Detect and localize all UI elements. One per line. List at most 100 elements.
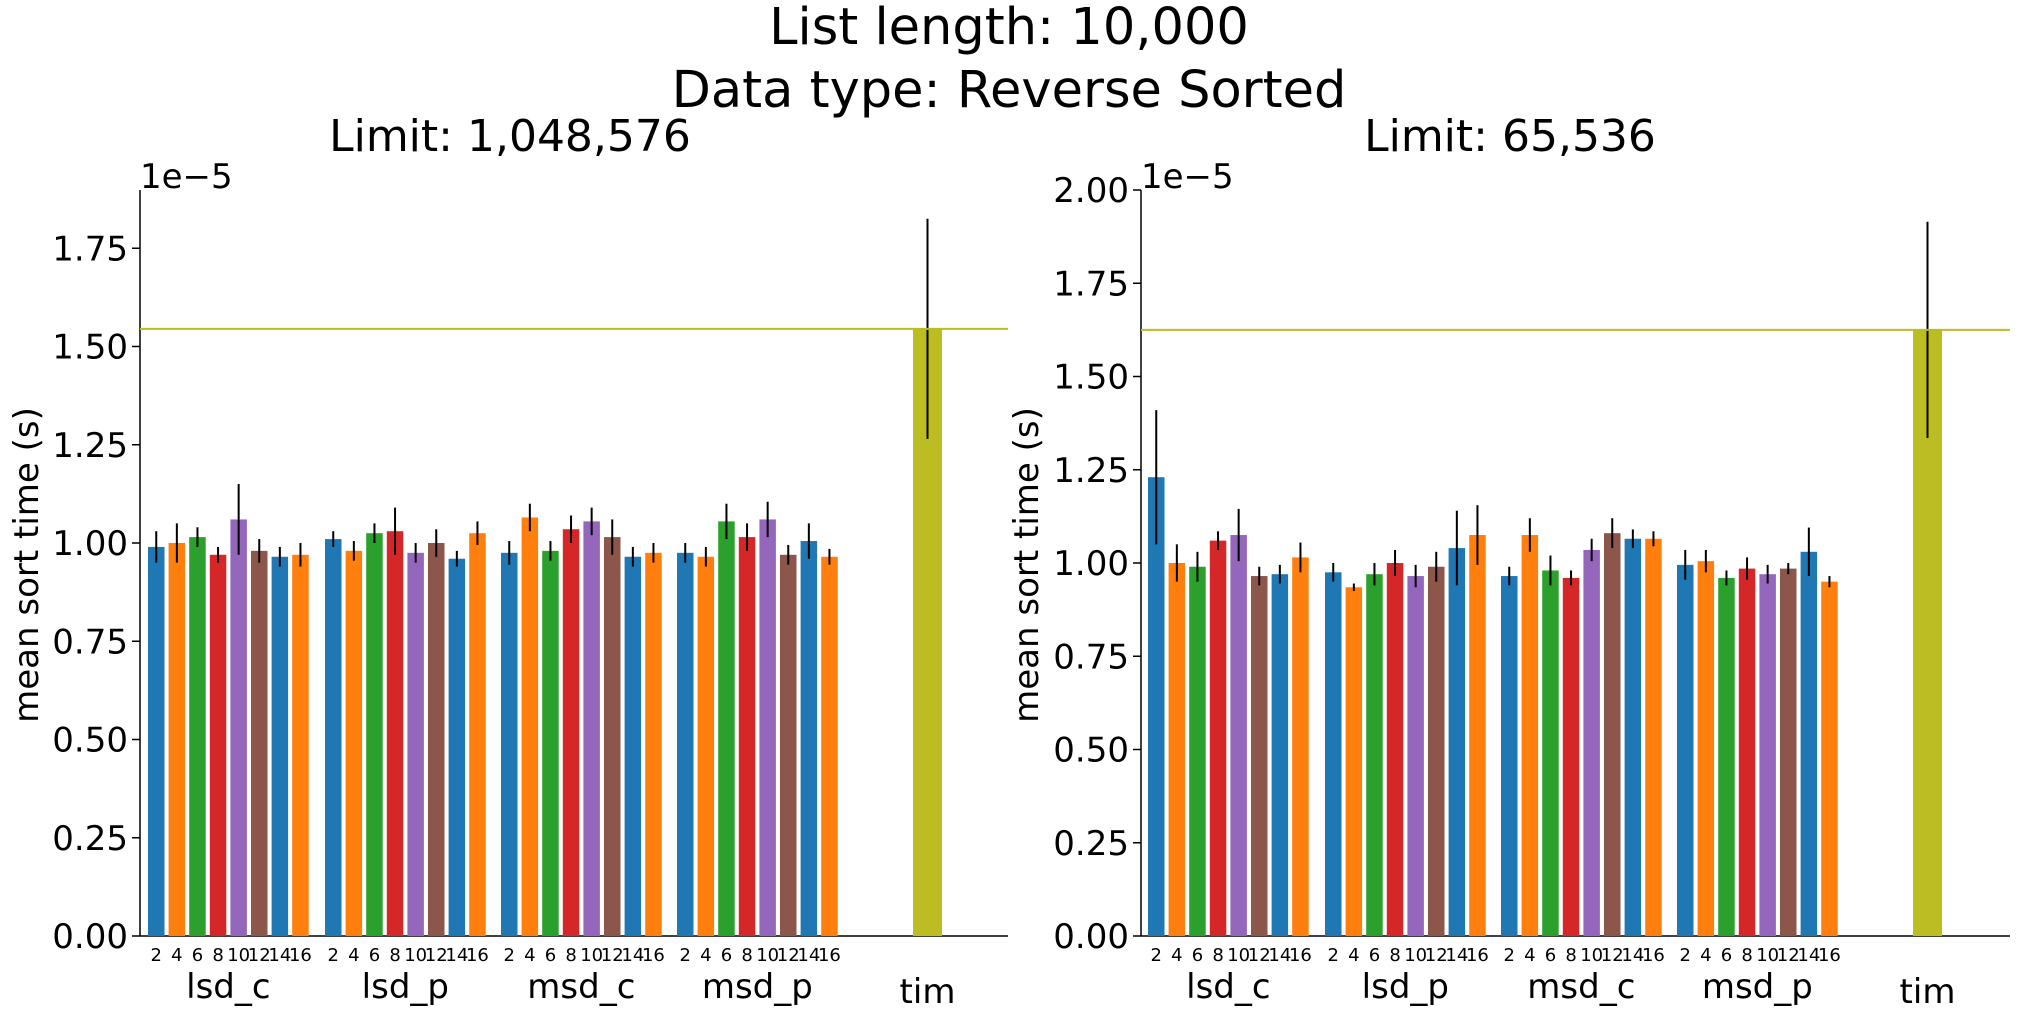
bar <box>800 541 818 936</box>
bar <box>1521 535 1539 936</box>
subcategory-tick-label: 8 <box>1741 945 1752 966</box>
bar <box>271 556 289 936</box>
bar <box>1738 568 1756 936</box>
y-tick-label: 1.75 <box>1053 264 1129 304</box>
bar <box>645 552 662 936</box>
subcategory-tick-label: 14 <box>621 945 644 966</box>
subcategory-tick-label: 8 <box>1565 945 1576 966</box>
subcategory-tick-label: 6 <box>1192 945 1203 966</box>
y-tick-label: 1.50 <box>52 328 128 368</box>
subcategory-tick-label: 10 <box>1580 945 1603 966</box>
bar <box>501 552 518 936</box>
y-tick-label: 0.00 <box>1053 917 1129 957</box>
bar <box>1780 568 1797 936</box>
group-label: lsd_p <box>1362 967 1449 1007</box>
subcategory-tick-label: 6 <box>1369 945 1380 966</box>
subcategory-tick-label: 6 <box>192 945 203 966</box>
y-tick-label: 1.25 <box>1053 451 1129 491</box>
bar <box>1407 576 1424 936</box>
group-label: msd_c <box>1527 967 1635 1007</box>
subcategory-tick-label: 10 <box>404 945 427 966</box>
bar <box>738 537 756 936</box>
y-tick-label: 1.00 <box>1053 544 1129 584</box>
subcategory-tick-label: 14 <box>797 945 820 966</box>
subcategory-tick-label: 4 <box>1700 945 1711 966</box>
subcategory-tick-label: 10 <box>1756 945 1779 966</box>
subcategory-tick-label: 16 <box>1289 945 1312 966</box>
bar <box>1189 566 1206 936</box>
subcategory-tick-label: 8 <box>1389 945 1400 966</box>
bar <box>345 550 363 936</box>
bar <box>1624 538 1642 936</box>
bar <box>1230 535 1247 936</box>
bar <box>718 521 735 936</box>
subcategory-tick-label: 8 <box>565 945 576 966</box>
bar <box>189 537 206 936</box>
bar <box>366 533 383 936</box>
y-tick-label: 0.00 <box>52 917 128 957</box>
y-tick-label: 2.00 <box>1053 171 1129 211</box>
y-tick-label: 0.75 <box>52 622 128 662</box>
subcategory-tick-label: 16 <box>642 945 665 966</box>
subcategory-tick-label: 16 <box>1642 945 1665 966</box>
chart-panel-left: Limit: 1,048,576 1e−5 mean sort time (s)… <box>7 111 1008 1012</box>
chart-title: Limit: 65,536 <box>1364 111 1656 162</box>
bar <box>1821 581 1838 936</box>
subcategory-tick-label: 16 <box>1818 945 1841 966</box>
bar <box>1209 540 1227 936</box>
bar <box>1583 549 1600 936</box>
y-tick-label: 0.50 <box>52 721 128 761</box>
y-axis-label: mean sort time (s) <box>7 407 47 723</box>
subcategory-tick-label: 2 <box>1504 945 1515 966</box>
figure-title-line-2: Data type: Reverse Sorted <box>672 61 1347 120</box>
bar <box>1469 535 1486 936</box>
bar <box>386 531 404 936</box>
bar <box>148 546 165 936</box>
bar <box>448 558 466 936</box>
bar <box>1562 577 1580 936</box>
subcategory-tick-label: 6 <box>1545 945 1556 966</box>
bar <box>1645 538 1662 936</box>
subcategory-tick-label: 4 <box>1524 945 1535 966</box>
bar <box>1542 570 1559 936</box>
subcategory-tick-label: 12 <box>248 945 271 966</box>
subcategory-tick-label: 16 <box>818 945 841 966</box>
bar <box>1718 577 1735 936</box>
group-label: msd_p <box>1702 967 1813 1007</box>
subcategory-tick-label: 4 <box>348 945 359 966</box>
bar <box>469 533 486 936</box>
bar <box>1148 477 1165 936</box>
bar <box>325 539 342 936</box>
subcategory-tick-label: 14 <box>268 945 291 966</box>
bar <box>1251 576 1268 936</box>
y-tick-label: 0.50 <box>1053 731 1129 771</box>
subcategory-tick-label: 14 <box>1268 945 1291 966</box>
bar <box>1386 563 1404 936</box>
bar <box>780 554 797 936</box>
chart-title: Limit: 1,048,576 <box>329 111 691 162</box>
bar <box>759 519 776 936</box>
bar <box>428 543 445 936</box>
group-label: msd_p <box>702 967 813 1007</box>
subcategory-tick-label: 4 <box>700 945 711 966</box>
bar <box>1292 557 1309 936</box>
subcategory-tick-label: 2 <box>328 945 339 966</box>
group-label: msd_c <box>527 967 635 1007</box>
bar <box>1325 572 1342 936</box>
scale-label: 1e−5 <box>1141 157 1234 197</box>
y-tick-label: 1.50 <box>1053 358 1129 398</box>
scale-label: 1e−5 <box>140 157 233 197</box>
bar <box>168 543 186 936</box>
bar <box>1800 551 1818 936</box>
subcategory-tick-label: 6 <box>1721 945 1732 966</box>
subcategory-tick-label: 4 <box>1171 945 1182 966</box>
subcategory-tick-label: 12 <box>425 945 448 966</box>
y-tick-label: 0.75 <box>1053 637 1129 677</box>
subcategory-tick-label: 12 <box>1777 945 1800 966</box>
bar <box>1501 576 1518 936</box>
bar <box>604 537 621 936</box>
subcategory-tick-label: 14 <box>1797 945 1820 966</box>
bar <box>251 550 268 936</box>
subcategory-tick-label: 2 <box>504 945 515 966</box>
